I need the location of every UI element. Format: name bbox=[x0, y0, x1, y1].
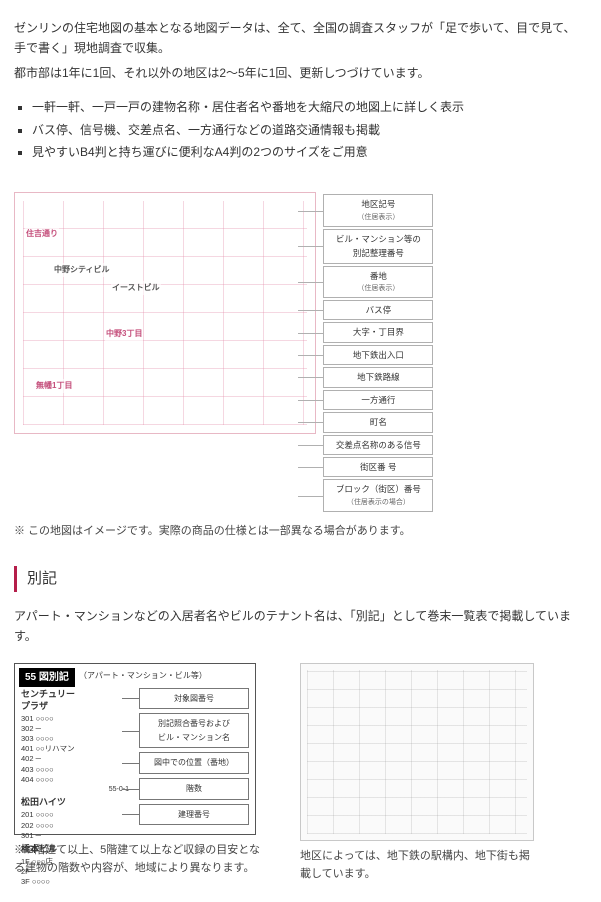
map-caption: ※ この地図はイメージです。実際の商品の仕様とは一部異なる場合があります。 bbox=[14, 522, 587, 541]
map-label-bldg: イーストビル bbox=[111, 281, 161, 295]
map-label-area: 無幡1丁目 bbox=[35, 379, 73, 393]
legend-item: 街区番 号 bbox=[323, 457, 433, 477]
feature-item: 見やすいB4判と持ち運びに便利なA4判の2つのサイズをご用意 bbox=[32, 142, 587, 162]
bekki-lead: アパート・マンションなどの入居者名やビルのテナント名は、「別記」として巻末一覧表… bbox=[14, 606, 587, 647]
bekki-header-sub: （アパート・マンション・ビル等） bbox=[79, 669, 207, 683]
sample-map-image: 住吉通り 中野シティビル イーストビル 中野3丁目 無幡1丁目 bbox=[14, 192, 316, 434]
legend-item: 一方通行 bbox=[323, 390, 433, 410]
bekki-right-col: 地区によっては、地下鉄の駅構内、地下街も掲載しています。 bbox=[300, 663, 534, 884]
map-legend: 地区記号（住居表示） ビル・マンション等の 別記整理番号 番地（住居表示） バス… bbox=[323, 192, 433, 513]
bekki-legend: 対象図番号 別記照合番号および ビル・マンション名 図中での位置（番地） 階数 … bbox=[139, 684, 249, 830]
map-figure: 住吉通り 中野シティビル イーストビル 中野3丁目 無幡1丁目 地区記号（住居表… bbox=[14, 192, 587, 513]
map-label-area: 中野3丁目 bbox=[105, 327, 143, 341]
bekki-legend-item: 階数 bbox=[139, 778, 249, 800]
legend-item: バス停 bbox=[323, 300, 433, 320]
legend-item: ビル・マンション等の 別記整理番号 bbox=[323, 229, 433, 264]
legend-item: 交差点名称のある信号 bbox=[323, 435, 433, 455]
feature-item: バス停、信号機、交差点名、一方通行などの道路交通情報も掲載 bbox=[32, 120, 587, 140]
legend-item: 地区記号（住居表示） bbox=[323, 194, 433, 226]
intro-text: ゼンリンの住宅地図の基本となる地図データは、全て、全国の調査スタッフが「足で歩い… bbox=[14, 18, 587, 83]
bekki-legend-item: 図中での位置（番地） bbox=[139, 752, 249, 774]
bekki-legend-item: 建理番号 bbox=[139, 804, 249, 826]
legend-item: 地下鉄路線 bbox=[323, 367, 433, 387]
feature-item: 一軒一軒、一戸一戸の建物名称・居住者名や番地を大縮尺の地図上に詳しく表示 bbox=[32, 97, 587, 117]
legend-item: 町名 bbox=[323, 412, 433, 432]
feature-list: 一軒一軒、一戸一戸の建物名称・居住者名や番地を大縮尺の地図上に詳しく表示 バス停… bbox=[14, 97, 587, 162]
bekki-sample-image: 55 図別記 （アパート・マンション・ビル等） センチュリー プラザ 301 ○… bbox=[14, 663, 256, 835]
bekki-header: 55 図別記 bbox=[19, 668, 75, 687]
bekki-legend-item: 別記照合番号および ビル・マンション名 bbox=[139, 713, 249, 748]
legend-item: 番地（住居表示） bbox=[323, 266, 433, 298]
map-label-road: 住吉通り bbox=[25, 227, 59, 241]
intro-line-2: 都市部は1年に1回、それ以外の地区は2～5年に1回、更新しつづけています。 bbox=[14, 63, 587, 83]
legend-item: 地下鉄出入口 bbox=[323, 345, 433, 365]
bekki-caption-right: 地区によっては、地下鉄の駅構内、地下街も掲載しています。 bbox=[300, 847, 532, 884]
bekki-listing: センチュリー プラザ 301 ○○○○ 302 ─ 303 ○○○○ 401 ○… bbox=[21, 686, 129, 888]
map-label-bldg: 中野シティビル bbox=[53, 263, 111, 277]
bekki-columns: 55 図別記 （アパート・マンション・ビル等） センチュリー プラザ 301 ○… bbox=[14, 663, 587, 884]
bekki-left-col: 55 図別記 （アパート・マンション・ビル等） センチュリー プラザ 301 ○… bbox=[14, 663, 264, 878]
bekki-legend-item: 対象図番号 bbox=[139, 688, 249, 710]
intro-line-1: ゼンリンの住宅地図の基本となる地図データは、全て、全国の調査スタッフが「足で歩い… bbox=[14, 18, 587, 59]
legend-item: ブロック（街区）番号（住居表示の場合） bbox=[323, 479, 433, 511]
section-title-bekki: 別記 bbox=[14, 566, 587, 592]
legend-item: 大字・丁目界 bbox=[323, 322, 433, 342]
station-sample-image bbox=[300, 663, 534, 841]
